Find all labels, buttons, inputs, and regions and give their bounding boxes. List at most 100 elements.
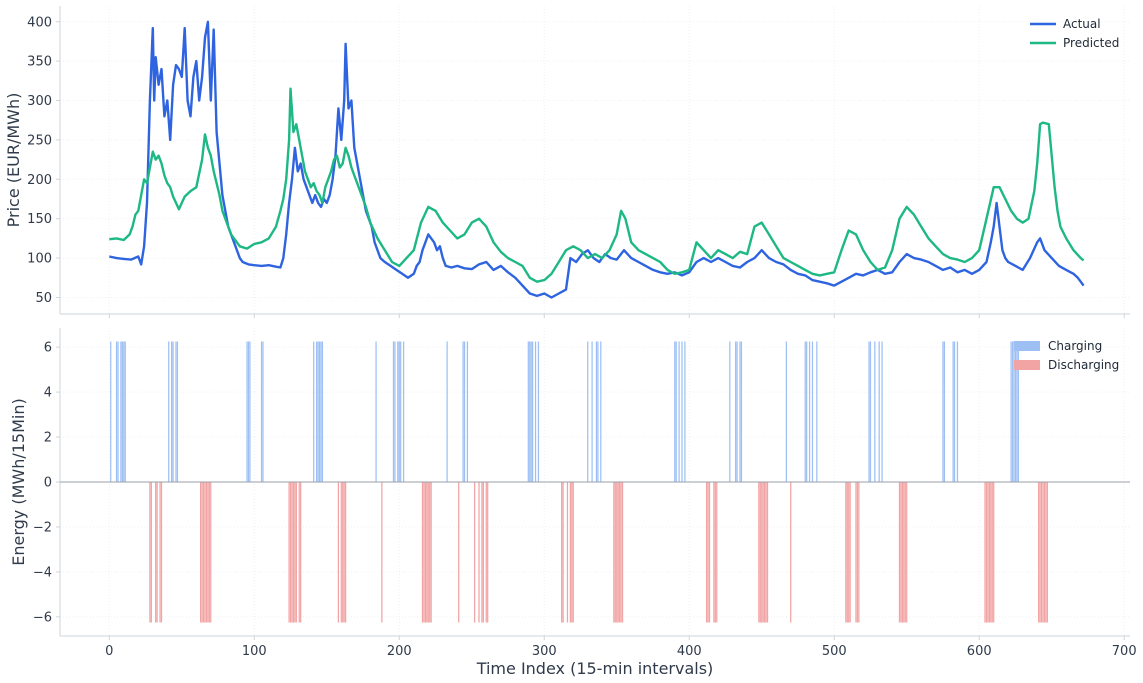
charging-bar — [466, 341, 469, 482]
discharging-bar — [858, 482, 860, 623]
charging-bar — [956, 341, 959, 482]
discharging-bar — [337, 482, 339, 623]
charging-bar — [446, 341, 448, 482]
discharging-bar — [562, 482, 564, 623]
discharging-bar — [716, 482, 718, 623]
charging-bar — [1016, 341, 1018, 482]
charging-bar — [171, 341, 173, 482]
charging-bar — [816, 341, 818, 482]
charging-bar — [874, 341, 876, 482]
x-tick-label: 0 — [105, 644, 113, 659]
charging-bar — [952, 341, 954, 482]
legend-swatch-charging — [1014, 341, 1040, 351]
x-tick-label: 100 — [242, 644, 267, 659]
price-y-tick-label: 100 — [27, 252, 52, 267]
discharging-bar — [482, 482, 484, 623]
discharging-bar — [708, 482, 711, 623]
discharging-bar — [620, 482, 622, 623]
discharging-bar — [990, 482, 992, 623]
x-axis-label: Time Index (15-min intervals) — [476, 659, 714, 678]
discharging-bar — [713, 482, 715, 623]
discharging-bar — [616, 482, 618, 623]
discharging-bar — [155, 482, 157, 623]
charging-bar — [868, 341, 870, 482]
charging-bar — [808, 341, 811, 482]
charging-bar — [172, 341, 174, 482]
discharging-bar — [766, 482, 769, 623]
legend-label-predicted: Predicted — [1063, 36, 1119, 50]
price-y-tick-label: 50 — [35, 291, 52, 306]
discharging-bar — [345, 482, 347, 623]
discharging-bar — [1045, 482, 1047, 623]
charging-bar — [953, 341, 956, 482]
charging-bar — [811, 341, 814, 482]
charging-bar — [262, 341, 264, 482]
charging-bar — [117, 341, 119, 482]
discharging-bar — [291, 482, 293, 623]
discharging-bar — [288, 482, 290, 623]
charging-bar — [597, 341, 599, 482]
energy-y-tick-label: −4 — [33, 565, 52, 580]
charging-bar — [1014, 341, 1017, 482]
discharging-bar — [295, 482, 297, 623]
legend-label-discharging: Discharging — [1048, 358, 1119, 372]
discharging-bar — [421, 482, 424, 623]
energy-y-tick-label: −2 — [33, 520, 52, 535]
charging-bar — [321, 341, 324, 482]
discharging-bar — [614, 482, 616, 623]
discharging-bar — [424, 482, 426, 623]
discharging-bar — [381, 482, 383, 623]
discharging-bar — [569, 482, 571, 623]
charging-bar — [878, 341, 880, 482]
charging-bar — [403, 341, 405, 482]
charging-bar — [1013, 341, 1015, 482]
price-y-tick-label: 150 — [27, 212, 52, 227]
charging-bar — [115, 341, 118, 482]
charging-bar — [595, 341, 598, 482]
charging-bar — [600, 341, 602, 482]
charging-bar — [587, 341, 589, 482]
discharging-bar — [762, 482, 764, 623]
discharging-bar — [903, 482, 905, 623]
charging-bar — [1017, 341, 1019, 482]
discharging-bar — [621, 482, 624, 623]
discharging-bar — [761, 482, 763, 623]
discharging-bar — [430, 482, 432, 623]
discharging-bar — [617, 482, 619, 623]
discharging-bar — [210, 482, 212, 623]
discharging-bar — [759, 482, 761, 623]
charging-bar — [397, 341, 399, 482]
discharging-bar — [987, 482, 989, 623]
discharging-bar — [160, 482, 163, 623]
charging-bar — [463, 341, 466, 482]
charging-bar — [400, 341, 402, 482]
discharging-bar — [298, 482, 300, 623]
discharging-bar — [993, 482, 995, 623]
charging-bar — [398, 341, 400, 482]
charging-bar — [785, 341, 787, 482]
discharging-bar — [156, 482, 158, 623]
energy-panel: 0 100 200 300 400 500 600 700 −6 −4 −2 0 2 4 6 Energy … — [9, 328, 1137, 678]
discharging-bar — [458, 482, 460, 623]
discharging-bar — [429, 482, 431, 623]
discharging-bar — [764, 482, 766, 623]
discharging-bar — [904, 482, 906, 623]
charging-bar — [1011, 341, 1014, 482]
discharging-bar — [619, 482, 621, 623]
charging-bar — [530, 341, 532, 482]
discharging-bar — [481, 482, 483, 623]
discharging-bar — [474, 482, 476, 623]
x-tick-label: 300 — [532, 644, 557, 659]
discharging-bar — [207, 482, 209, 623]
discharging-bar — [984, 482, 986, 623]
charging-bar — [527, 341, 529, 482]
charging-bar — [1010, 341, 1012, 482]
energy-legend: Charging Discharging — [1014, 339, 1119, 372]
discharging-bar — [848, 482, 850, 623]
charging-bar — [176, 341, 179, 482]
discharging-bar — [758, 482, 760, 623]
charging-bar — [532, 341, 534, 482]
x-tick-label: 700 — [1112, 644, 1137, 659]
discharging-bar — [846, 482, 848, 623]
